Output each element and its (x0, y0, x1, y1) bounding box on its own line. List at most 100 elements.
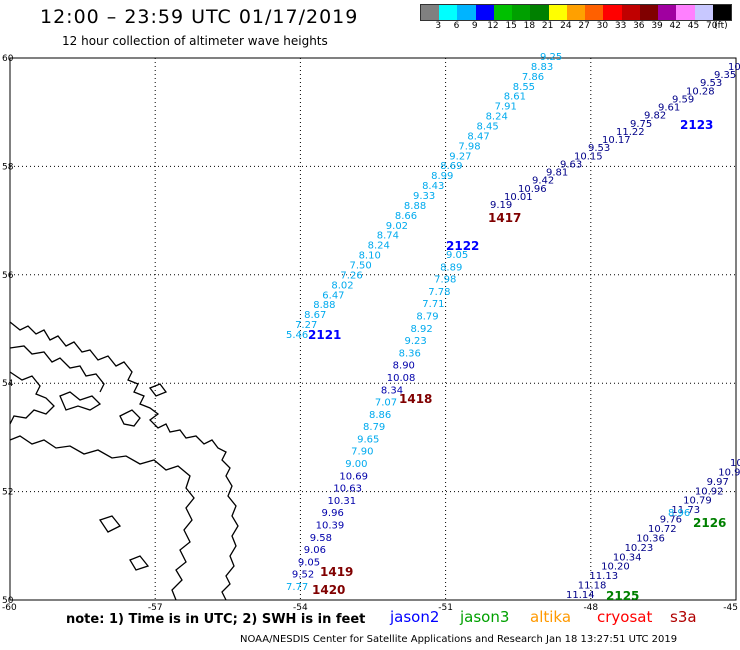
swh-value: 9.97 (707, 477, 729, 488)
legend-swatch (585, 5, 604, 20)
legend-swatch (548, 5, 567, 20)
legend-label: 42 (669, 21, 682, 31)
lon-tick-label: -54 (293, 603, 308, 613)
swh-value: 6.47 (322, 290, 344, 301)
legend-swatch (475, 5, 494, 20)
swh-value: 9.27 (449, 151, 471, 162)
legend-label: 18 (523, 21, 536, 31)
swh-value: 9.96 (322, 508, 344, 519)
swh-value: 11.14 (566, 590, 595, 601)
lat-tick-label: 58 (2, 162, 14, 172)
swh-value: 8.55 (513, 82, 535, 93)
pass-label: 2123 (680, 118, 713, 132)
swh-value: 9.53 (700, 78, 722, 89)
legend-swatch (694, 5, 713, 20)
color-legend (420, 4, 732, 21)
swh-value: 8.66 (395, 211, 417, 222)
swh-value: 10.79 (683, 496, 712, 507)
swh-value: 9.58 (310, 533, 332, 544)
swh-value: 8.10 (359, 251, 381, 262)
pass-label: 2126 (693, 516, 726, 530)
swh-value: 10.08 (387, 373, 416, 384)
swh-value: 7.71 (422, 299, 444, 310)
legend-label: 6 (453, 21, 460, 31)
swh-value: 8.79 (416, 311, 438, 322)
swh-value: 11.73 (671, 505, 700, 516)
swh-value: 9.35 (714, 70, 736, 81)
swh-value: 7.78 (428, 287, 450, 298)
swh-value: 10.96 (518, 184, 547, 195)
swh-value: 10.72 (648, 524, 677, 535)
swh-value: 10.9 (718, 467, 740, 478)
legend-swatch (493, 5, 513, 20)
legend-label: 45 (687, 21, 700, 31)
legend-label: (ft) (714, 21, 728, 31)
swh-value: 9.75 (630, 119, 652, 130)
swh-value: 7.98 (434, 275, 456, 286)
swh-value: 8.69 (440, 161, 462, 172)
swh-value: 10.34 (613, 552, 642, 563)
swh-value: 10.28 (686, 86, 715, 97)
legend-swatch (421, 5, 440, 20)
lon-tick-label: -57 (148, 603, 163, 613)
legend-swatch (621, 5, 640, 20)
map-frame (9, 57, 737, 601)
swh-value: 10.39 (316, 521, 345, 532)
swh-value: 8.36 (399, 348, 421, 359)
lon-tick-label: -51 (438, 603, 453, 613)
legend-label: 30 (596, 21, 609, 31)
swh-value: 8.79 (363, 422, 385, 433)
legend-swatch (457, 5, 476, 20)
swh-value: 9.63 (560, 159, 582, 170)
legend-swatch (530, 5, 549, 20)
swh-value: 7.27 (295, 320, 317, 331)
swh-value: 8.74 (377, 231, 399, 242)
satellite-label: s3a (670, 608, 697, 626)
swh-value: 8.88 (313, 300, 335, 311)
lat-tick-label: 50 (2, 596, 14, 606)
page-subtitle: 12 hour collection of altimeter wave hei… (62, 34, 328, 48)
swh-value: 9.33 (413, 191, 435, 202)
lon-tick-label: -60 (2, 603, 17, 613)
swh-value: 9.52 (292, 570, 314, 581)
swh-value: 11.22 (616, 127, 645, 138)
swh-value: 9.76 (660, 515, 682, 526)
legend-swatch (639, 5, 659, 20)
swh-value: 9.61 (658, 103, 680, 114)
swh-value: 10.17 (602, 135, 631, 146)
lat-lon-grid (10, 58, 736, 600)
swh-value: 8.02 (331, 280, 353, 291)
swh-value: 9.59 (672, 94, 694, 105)
lat-tick-label: 52 (2, 488, 13, 498)
satellite-label: jason3 (460, 608, 510, 626)
swh-value: 8.89 (440, 262, 462, 273)
swh-value: 8.47 (467, 131, 489, 142)
swh-value: 7.07 (375, 398, 397, 409)
pass-label: 2122 (446, 239, 479, 253)
swh-value: 7.98 (458, 141, 480, 152)
swh-value: 7.50 (350, 261, 372, 272)
swh-value: 8.43 (422, 181, 444, 192)
legend-label: 15 (505, 21, 517, 31)
lat-tick-label: 56 (2, 271, 14, 281)
swh-value: 7.91 (495, 102, 517, 113)
satellite-label: cryosat (597, 608, 653, 626)
satellite-label: jason2 (390, 608, 440, 626)
swh-value: 7.26 (340, 270, 362, 281)
swh-value: 9.65 (357, 434, 379, 445)
swh-value: 8.67 (304, 310, 326, 321)
swh-value: 10.20 (601, 562, 630, 573)
swh-value: 8.96 (668, 508, 690, 519)
swh-value: 9.25 (540, 52, 562, 63)
swh-value: 9.19 (490, 200, 512, 211)
swh-value: 8.86 (369, 410, 391, 421)
swh-value: 9.53 (588, 143, 610, 154)
swh-value: 9.05 (298, 557, 320, 568)
credit-line: NOAA/NESDIS Center for Satellite Applica… (240, 634, 678, 645)
swh-value: 10.15 (574, 151, 603, 162)
swh-value: 9.81 (546, 168, 568, 179)
pass-label: 1417 (488, 211, 521, 225)
swh-value: 7.86 (522, 72, 544, 83)
legend-label: 21 (541, 21, 554, 31)
swh-value: 8.45 (477, 122, 499, 133)
